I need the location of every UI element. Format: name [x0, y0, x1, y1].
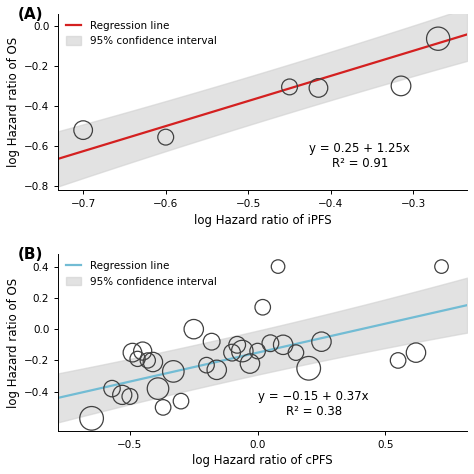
Point [434, 35, 442, 43]
Point [134, 355, 141, 363]
Text: (B): (B) [18, 247, 43, 262]
Point [233, 341, 241, 348]
Point [259, 303, 266, 311]
Point [246, 360, 254, 367]
Point [177, 397, 185, 405]
Text: (A): (A) [18, 7, 43, 21]
Point [126, 392, 134, 400]
Y-axis label: log Hazard ratio of OS: log Hazard ratio of OS [7, 37, 20, 167]
Point [228, 349, 236, 356]
Point [203, 361, 210, 369]
Point [315, 84, 322, 91]
Point [292, 349, 300, 356]
Point [305, 365, 312, 372]
X-axis label: log Hazard ratio of iPFS: log Hazard ratio of iPFS [194, 214, 331, 227]
Point [144, 356, 152, 364]
Point [118, 391, 126, 399]
Point [266, 339, 274, 347]
Point [397, 82, 405, 90]
Point [149, 358, 157, 366]
Point [162, 133, 170, 141]
Point [213, 366, 220, 374]
Point [286, 83, 293, 91]
Point [274, 263, 282, 270]
Text: y = −0.15 + 0.37x
R² = 0.38: y = −0.15 + 0.37x R² = 0.38 [258, 390, 369, 418]
Point [170, 368, 177, 375]
Point [139, 347, 146, 355]
Point [108, 385, 116, 392]
Point [238, 347, 246, 355]
Y-axis label: log Hazard ratio of OS: log Hazard ratio of OS [7, 277, 20, 408]
Point [154, 385, 162, 392]
Point [88, 415, 95, 422]
Legend: Regression line, 95% confidence interval: Regression line, 95% confidence interval [62, 257, 221, 291]
Point [254, 347, 261, 355]
Point [79, 127, 87, 134]
Point [159, 403, 167, 411]
Point [208, 338, 215, 346]
Point [394, 356, 402, 364]
Text: y = 0.25 + 1.25x
R² = 0.91: y = 0.25 + 1.25x R² = 0.91 [310, 142, 410, 170]
Point [190, 325, 198, 333]
X-axis label: log Hazard ratio of cPFS: log Hazard ratio of cPFS [192, 454, 333, 467]
Point [438, 263, 445, 270]
Point [128, 349, 136, 356]
Legend: Regression line, 95% confidence interval: Regression line, 95% confidence interval [62, 17, 221, 50]
Point [318, 338, 325, 346]
Point [279, 341, 287, 348]
Point [412, 349, 420, 356]
